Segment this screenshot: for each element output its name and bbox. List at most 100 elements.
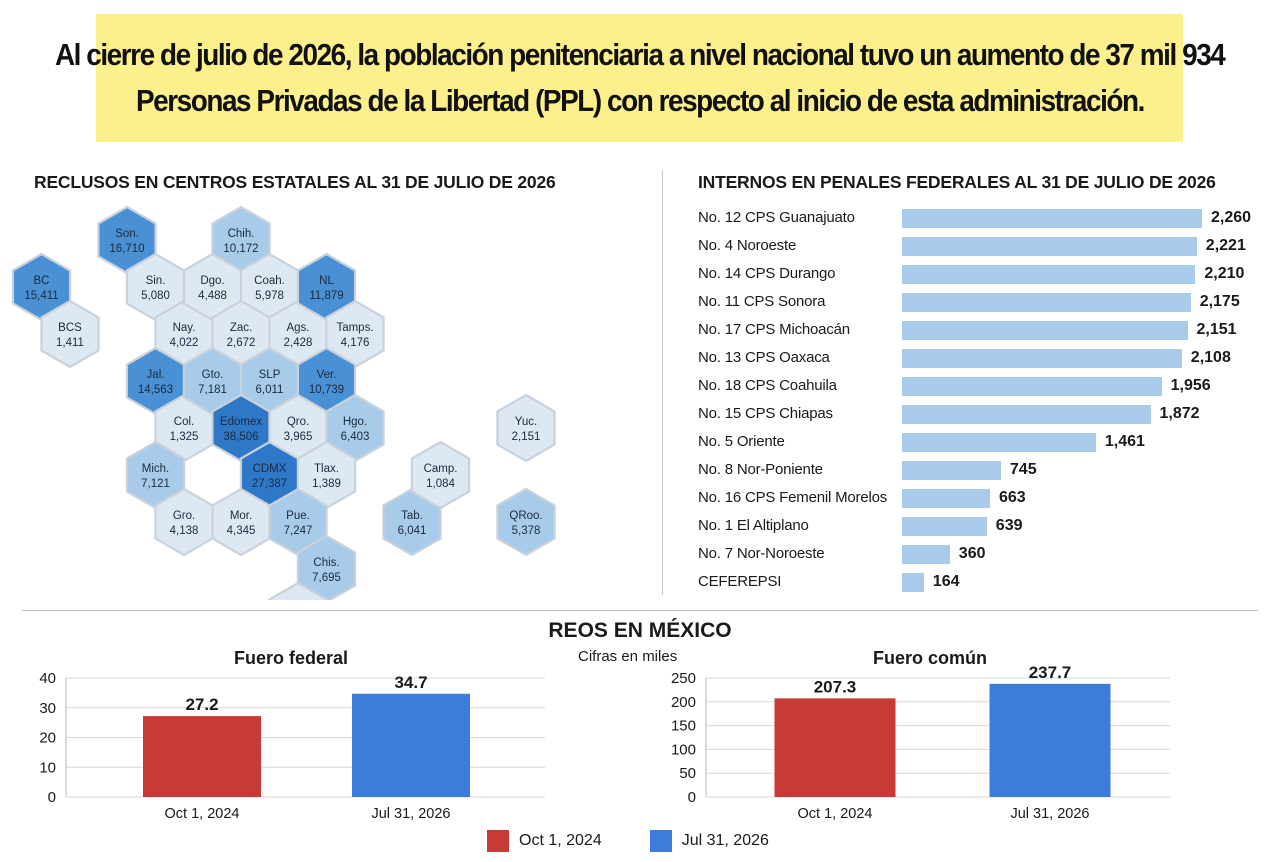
y-tick-label: 0 <box>688 789 696 806</box>
federal-bar-value: 1,872 <box>1159 405 1200 422</box>
hex-cell-nl: NL 11,879 <box>296 252 357 322</box>
hex-state-label: Coah. <box>254 275 285 287</box>
y-tick-label: 200 <box>671 694 696 711</box>
federal-bar <box>902 489 990 508</box>
hex-value-label: 4,176 <box>341 337 370 349</box>
hex-state-label: CDMX <box>253 463 287 475</box>
federal-row: No. 15 CPS Chiapas 1,872 <box>698 404 1268 426</box>
federal-row: No. 7 Nor-Noroeste 360 <box>698 544 1268 566</box>
hex-value-label: 38,506 <box>223 431 258 443</box>
hex-value-label: 5,378 <box>512 525 541 537</box>
bar-jul-31-2026 <box>352 693 470 797</box>
federal-prison-label: No. 5 Oriente <box>698 433 785 450</box>
y-tick-label: 40 <box>39 670 56 687</box>
y-tick-label: 150 <box>671 718 696 735</box>
hex-cell-camp: Camp. 1,084 <box>410 440 471 510</box>
hex-value-label: 2,428 <box>284 337 313 349</box>
legend-swatch-2024 <box>487 830 509 852</box>
hex-value-label: 2,672 <box>227 337 256 349</box>
federal-row: No. 13 CPS Oaxaca 2,108 <box>698 348 1268 370</box>
hex-cell-son: Son. 16,710 <box>97 205 157 275</box>
hex-state-label: Camp. <box>424 463 458 475</box>
federal-bar-value: 2,108 <box>1190 349 1231 366</box>
hex-state-label: Tlax. <box>314 463 339 475</box>
hex-value-label: 7,181 <box>198 384 227 396</box>
federal-bar-value: 1,461 <box>1104 433 1145 450</box>
hex-state-label: Jal. <box>147 369 165 381</box>
y-tick-label: 30 <box>39 700 56 717</box>
federal-bar <box>902 265 1196 284</box>
federal-bar-value: 2,151 <box>1196 321 1237 338</box>
hex-state-label: Chih. <box>228 228 255 240</box>
hex-value-label: 14,563 <box>138 384 173 396</box>
federal-bar-value: 639 <box>995 517 1023 534</box>
reos-title: REOS EN MÉXICO <box>548 619 732 642</box>
hex-value-label: 4,022 <box>170 337 199 349</box>
y-tick-label: 50 <box>679 765 696 782</box>
y-tick-label: 0 <box>48 789 56 806</box>
x-category-label: Jul 31, 2026 <box>1010 806 1089 822</box>
bar-jul-31-2026 <box>989 683 1111 797</box>
federal-prison-label: CEFEREPSI <box>698 573 782 590</box>
hex-state-label: Zac. <box>230 322 252 334</box>
hex-value-label: 10,739 <box>309 384 344 396</box>
hex-state-label: Yuc. <box>515 416 537 428</box>
federal-bar <box>902 573 924 592</box>
fuero-comun-title: Fuero común <box>873 648 988 668</box>
federal-row: No. 17 CPS Michoacán 2,151 <box>698 320 1268 342</box>
bar-oct-1-2024 <box>143 716 261 797</box>
federal-bar-value: 2,260 <box>1211 209 1252 226</box>
federal-bar <box>902 461 1001 480</box>
federal-prison-label: No. 15 CPS Chiapas <box>698 405 833 422</box>
y-tick-label: 20 <box>39 730 56 747</box>
hex-state-label: Gto. <box>202 369 224 381</box>
hex-cell-edomex: Edomex 38,506 <box>211 393 271 463</box>
federal-bar-value: 1,956 <box>1170 377 1211 394</box>
federal-bar-value: 2,175 <box>1199 293 1240 310</box>
federal-row: CEFEREPSI 164 <box>698 572 1268 594</box>
hex-state-label: Mor. <box>230 510 252 522</box>
federal-prison-label: No. 12 CPS Guanajuato <box>698 209 855 226</box>
fuero-comun-chart: 0 50 100 150 200 250 207.3 Oct 1, 2024 237.7 Jul … <box>671 663 1170 822</box>
federal-prison-label: No. 4 Noroeste <box>698 237 797 254</box>
hex-state-label: Tamps. <box>336 322 373 334</box>
hex-state-label: BC <box>34 275 50 287</box>
hex-cell-tamps: Tamps. 4,176 <box>325 299 385 369</box>
hex-shape-qroo <box>496 487 556 557</box>
federal-row: No. 1 El Altiplano 639 <box>698 516 1268 538</box>
hex-value-label: 1,084 <box>426 478 455 490</box>
federal-bar <box>902 405 1151 424</box>
federal-bar <box>902 209 1202 228</box>
bar-value-label: 34.7 <box>394 673 427 692</box>
fuero-federal-chart: 0 10 20 30 40 27.2 Oct 1, 2024 34.7 Jul 31, 2026 <box>39 670 545 822</box>
y-tick-label: 250 <box>671 670 696 687</box>
hex-value-label: 5,978 <box>255 290 284 302</box>
hex-value-label: 10,172 <box>223 243 258 255</box>
bar-value-label: 27.2 <box>185 695 218 714</box>
hex-cell-bcs: BCS 1,411 <box>40 299 100 369</box>
bar-value-label: 237.7 <box>1029 663 1072 682</box>
federal-row: No. 11 CPS Sonora 2,175 <box>698 292 1268 314</box>
federal-bar <box>902 517 987 536</box>
hex-state-label: BCS <box>58 322 82 334</box>
federal-bar <box>902 545 950 564</box>
hex-cell-jal: Jal. 14,563 <box>125 346 186 416</box>
legend-item-2026: Jul 31, 2026 <box>649 830 769 852</box>
hex-value-label: 4,488 <box>198 290 227 302</box>
federal-prison-label: No. 1 El Altiplano <box>698 517 809 534</box>
hex-value-label: 15,411 <box>24 290 58 302</box>
hex-shape-bcs <box>40 299 100 369</box>
hex-value-label: 11,879 <box>309 290 343 302</box>
hex-value-label: 27,387 <box>252 478 287 490</box>
horizontal-divider <box>22 610 1258 611</box>
headline-line-1: Al cierre de julio de 2026, la población… <box>54 37 1226 72</box>
hex-state-label: Pue. <box>286 510 310 522</box>
bar-value-label: 207.3 <box>814 677 857 696</box>
hex-value-label: 1,325 <box>170 431 199 443</box>
y-tick-label: 10 <box>39 759 56 776</box>
x-category-label: Oct 1, 2024 <box>798 806 873 822</box>
hex-state-label: Ags. <box>286 322 309 334</box>
hex-state-label: Hgo. <box>343 416 367 428</box>
hex-cell-ver: Ver. 10,739 <box>296 346 357 416</box>
federal-bar-value: 663 <box>999 489 1026 506</box>
